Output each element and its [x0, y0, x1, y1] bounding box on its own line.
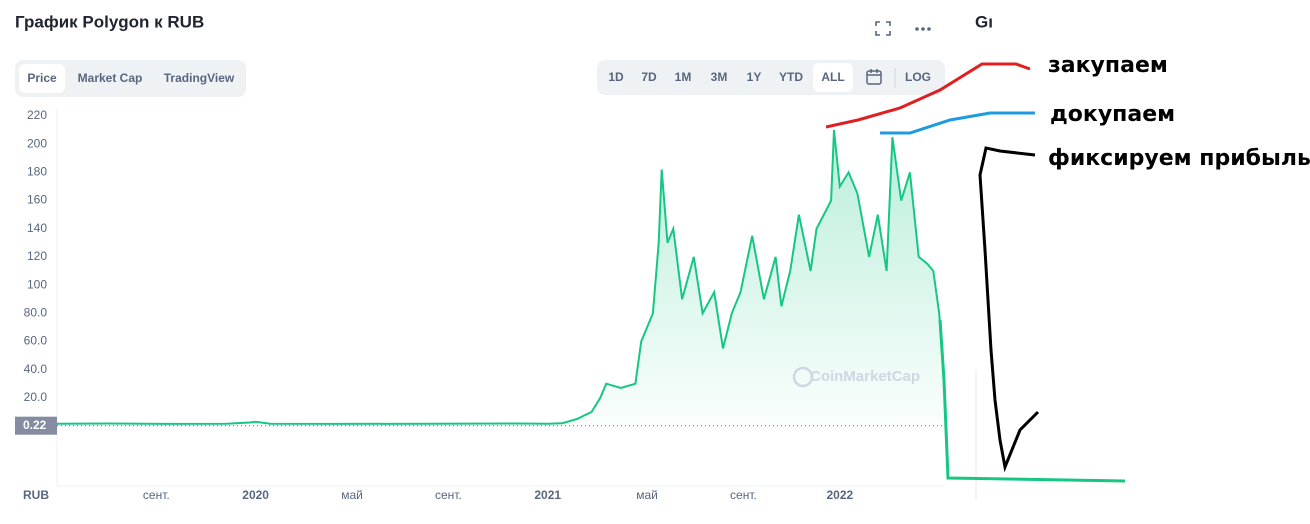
- y-tick-label: 60.0: [24, 334, 48, 348]
- range[interactable]: 1Y: [747, 70, 762, 84]
- range[interactable]: 7D: [641, 70, 657, 84]
- watermark: CoinMarketCap: [810, 368, 920, 385]
- hand-drawn-line: [880, 111, 1035, 135]
- x-tick-label: 2022: [826, 488, 853, 502]
- range[interactable]: 1M: [675, 70, 692, 84]
- x-tick-label: 2021: [534, 488, 561, 502]
- calendar-icon[interactable]: [866, 69, 882, 85]
- tab[interactable]: Price: [27, 71, 57, 85]
- range-selected: [813, 63, 853, 92]
- annotation: докупаем: [1050, 102, 1175, 127]
- y-tick-label: 40.0: [24, 362, 48, 376]
- tab[interactable]: Market Cap: [78, 71, 143, 85]
- x-tick-label: май: [341, 488, 363, 502]
- y-tick-label: 20.0: [24, 390, 48, 404]
- range[interactable]: 3M: [711, 70, 728, 84]
- y-tick-label: 80.0: [24, 305, 48, 319]
- range-group: [597, 60, 945, 95]
- x-tick-label: сент.: [730, 488, 757, 502]
- fullscreen-icon[interactable]: [875, 21, 891, 36]
- hand-drawn-line: [938, 319, 1126, 483]
- tab-group: [15, 60, 246, 97]
- hand-drawn-line: [825, 62, 1031, 129]
- range[interactable]: YTD: [779, 70, 803, 84]
- y-tick-label: 160: [27, 193, 47, 207]
- x-tick-label: 2020: [242, 488, 269, 502]
- hand-drawn-line: [978, 146, 1040, 473]
- range[interactable]: 1D: [608, 70, 624, 84]
- tab-selected: [19, 64, 65, 93]
- y-unit-label: RUB: [23, 488, 49, 502]
- area: [57, 130, 944, 426]
- y-tick-label: 140: [27, 221, 47, 235]
- annotation: фиксируем прибыль: [1048, 146, 1310, 171]
- y-tick-label: 220: [27, 108, 47, 122]
- y-tick-label: 200: [27, 136, 47, 150]
- y-tick-label: 180: [27, 165, 47, 179]
- x-tick-label: сент.: [143, 488, 170, 502]
- current-price-badge: [15, 416, 57, 435]
- watermark-logo: [792, 366, 814, 388]
- x-tick-label: май: [636, 488, 658, 502]
- price-line: [56, 129, 945, 425]
- title: График Polygon к RUB: [15, 12, 204, 31]
- plot: 20.0 40.0 60.0 80.0 100 120 140 160 180 200 220 сен…: [15, 108, 945, 502]
- current-price-label: 0.22: [23, 418, 47, 432]
- x-tick-label: сент.: [435, 488, 462, 502]
- y-tick-label: 120: [27, 249, 47, 263]
- annotation: закупаем: [1048, 53, 1168, 78]
- y-tick-label: 100: [27, 277, 47, 291]
- range[interactable]: ALL: [821, 70, 844, 84]
- side-title: Gı: [975, 12, 993, 31]
- tab[interactable]: TradingView: [164, 71, 235, 85]
- more-icon[interactable]: [915, 27, 931, 31]
- range[interactable]: LOG: [905, 70, 931, 84]
